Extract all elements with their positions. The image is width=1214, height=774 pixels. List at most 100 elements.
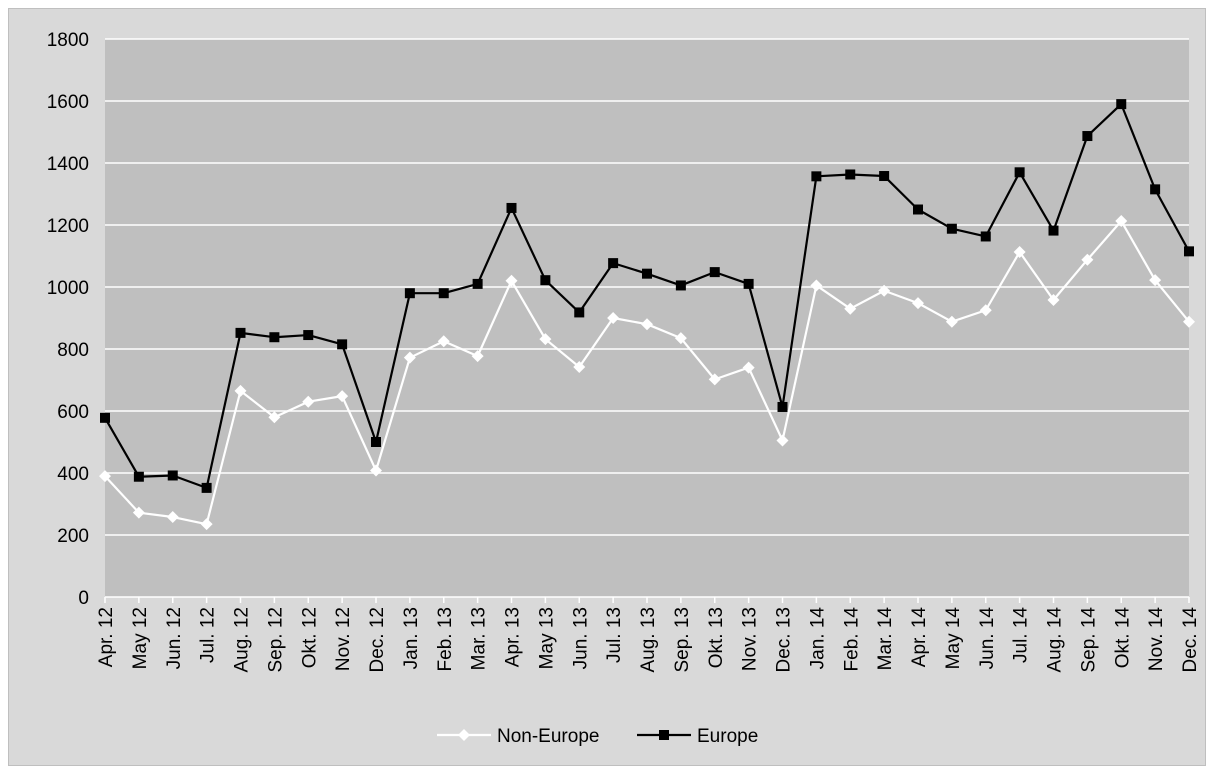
data-point-europe — [100, 412, 110, 423]
data-point-non-europe — [1013, 245, 1026, 258]
x-tick-label: Jan. 13 — [401, 607, 422, 669]
data-point-europe — [438, 288, 449, 299]
x-tick-label: Jul. 12 — [198, 607, 219, 663]
data-point-non-europe — [945, 315, 958, 328]
x-tick-label: Dec. 13 — [774, 607, 795, 672]
x-tick-label: Apr. 12 — [96, 607, 117, 667]
data-point-non-europe — [742, 361, 755, 374]
data-point-non-europe — [878, 284, 891, 297]
data-point-europe — [946, 223, 957, 234]
x-tick-label: Sep. 14 — [1078, 607, 1099, 673]
data-point-europe — [642, 268, 652, 279]
data-point-europe — [506, 202, 517, 213]
data-point-non-europe — [302, 395, 315, 408]
data-point-europe — [879, 171, 890, 182]
x-tick-label: Jan. 14 — [807, 607, 828, 670]
y-tick-label: 1200 — [47, 216, 89, 237]
data-point-europe — [913, 204, 923, 215]
data-point-non-europe — [1047, 294, 1060, 307]
data-point-non-europe — [776, 434, 789, 447]
data-point-non-europe — [437, 335, 450, 348]
x-tick-label: Aug. 13 — [638, 607, 659, 673]
data-point-non-europe — [844, 302, 857, 315]
x-tick-label: Nov. 12 — [333, 607, 354, 671]
data-point-non-europe — [979, 304, 992, 317]
x-tick-label: Feb. 13 — [435, 607, 456, 671]
data-point-europe — [371, 437, 381, 447]
data-point-europe — [201, 482, 212, 493]
data-point-europe — [167, 470, 178, 481]
data-point-europe — [811, 171, 822, 182]
x-tick-label: May 12 — [130, 607, 151, 669]
data-point-non-europe — [573, 360, 586, 373]
y-tick-label: 1400 — [47, 154, 89, 175]
data-point-europe — [1048, 225, 1059, 236]
y-tick-label: 1000 — [47, 278, 89, 299]
data-point-non-europe — [471, 350, 484, 363]
x-tick-label: Jul. 13 — [604, 607, 625, 663]
x-tick-label: Aug. 14 — [1045, 607, 1066, 673]
data-point-europe — [1082, 131, 1093, 142]
legend-label: Europe — [697, 726, 758, 747]
x-tick-label: Apr. 14 — [909, 607, 930, 668]
y-tick-label: 0 — [78, 588, 89, 609]
data-point-non-europe — [1183, 315, 1195, 328]
data-point-non-europe — [99, 470, 111, 483]
data-point-non-europe — [336, 390, 349, 403]
data-point-non-europe — [674, 332, 687, 345]
y-tick-label: 400 — [57, 464, 89, 485]
data-point-non-europe — [403, 351, 416, 364]
x-tick-label: May 14 — [943, 607, 964, 670]
data-point-non-europe — [539, 333, 552, 346]
y-tick-label: 800 — [57, 340, 89, 361]
data-point-europe — [1184, 246, 1194, 257]
data-point-europe — [303, 330, 314, 341]
x-tick-label: Apr. 13 — [503, 607, 524, 667]
data-point-europe — [574, 307, 585, 318]
data-point-europe — [980, 231, 991, 242]
x-tick-label: Jun. 12 — [164, 607, 185, 669]
legend-swatch-marker — [458, 729, 470, 741]
data-point-non-europe — [641, 318, 653, 331]
x-tick-label: Dec. 14 — [1180, 607, 1201, 673]
series-europe — [100, 99, 1194, 493]
chart-frame: 0 200 400 600 800 1000 1200 1400 1600 1800 Apr. 1… — [8, 8, 1206, 766]
x-tick-label: Mar. 13 — [469, 607, 490, 670]
data-point-europe — [472, 278, 483, 289]
data-point-europe — [845, 169, 856, 180]
x-tick-label: Okt. 12 — [299, 607, 320, 668]
data-point-europe — [709, 267, 720, 278]
legend-swatch-marker — [659, 730, 669, 740]
data-point-non-europe — [1115, 214, 1128, 227]
x-axis-tick-labels: Apr. 12 May 12 Jun. 12 Jul. 12 Aug. 12 Sep. 1… — [96, 597, 1201, 673]
x-tick-label: Jun. 14 — [977, 607, 998, 670]
y-tick-label: 200 — [57, 526, 89, 547]
data-point-europe — [743, 278, 754, 289]
data-point-europe — [337, 339, 348, 350]
x-tick-label: Aug. 12 — [232, 607, 253, 673]
data-point-europe — [235, 327, 246, 338]
y-tick-label: 1600 — [47, 92, 89, 113]
data-point-europe — [404, 288, 415, 299]
x-tick-label: Jul. 14 — [1011, 607, 1032, 663]
x-tick-label: May 13 — [536, 607, 557, 669]
data-point-europe — [1014, 167, 1025, 178]
data-point-non-europe — [912, 297, 924, 310]
data-point-non-europe — [505, 274, 518, 287]
data-point-europe — [608, 258, 619, 269]
data-point-europe — [1150, 184, 1161, 195]
legend-label: Non-Europe — [497, 726, 599, 747]
x-tick-label: Jun. 13 — [570, 607, 591, 669]
data-point-non-europe — [200, 518, 213, 531]
x-tick-label: Feb. 14 — [841, 607, 862, 672]
y-tick-label: 1800 — [47, 30, 89, 51]
data-point-non-europe — [166, 511, 179, 524]
line-chart: 0 200 400 600 800 1000 1200 1400 1600 1800 Apr. 1… — [47, 30, 1201, 747]
x-tick-label: Sep. 13 — [672, 607, 693, 673]
data-point-non-europe — [370, 464, 382, 477]
data-point-non-europe — [1081, 253, 1094, 266]
x-tick-label: Okt. 13 — [706, 607, 727, 668]
data-point-non-europe — [268, 411, 281, 424]
series-non-europe — [99, 214, 1195, 531]
data-point-europe — [777, 401, 788, 412]
